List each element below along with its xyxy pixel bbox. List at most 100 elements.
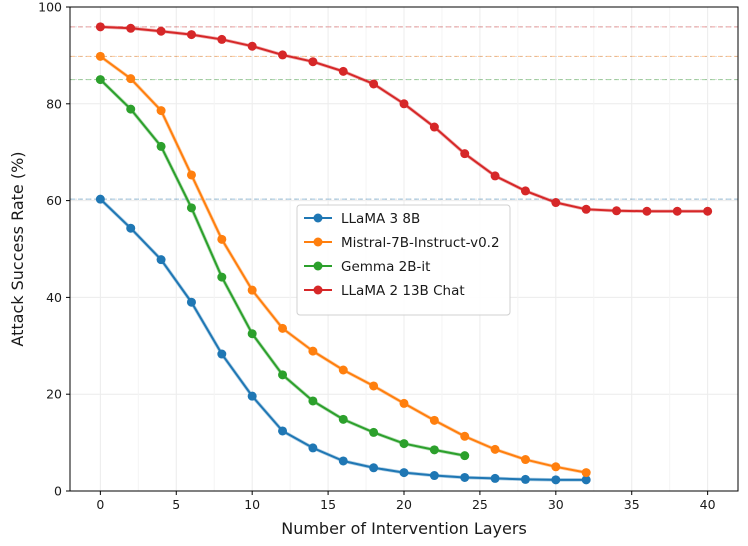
- data-point: [126, 74, 136, 84]
- data-point: [338, 66, 348, 76]
- data-point: [126, 223, 136, 233]
- data-point: [520, 186, 530, 196]
- data-point: [247, 41, 257, 51]
- data-point: [338, 365, 348, 375]
- data-point: [703, 206, 713, 216]
- data-point: [551, 198, 561, 208]
- series-mistral-7b-instruct-v0-2: [95, 51, 591, 478]
- data-point: [247, 391, 257, 401]
- data-point: [186, 297, 196, 307]
- x-tick-label: 35: [624, 497, 640, 512]
- legend-label: LLaMA 2 13B Chat: [341, 283, 465, 299]
- x-tick-label: 10: [244, 497, 260, 512]
- data-point: [520, 455, 530, 465]
- series-llama-2-13b-chat: [95, 22, 713, 216]
- series-gemma-2b-it: [95, 75, 470, 461]
- data-point: [308, 443, 318, 453]
- x-tick-label: 5: [172, 497, 180, 512]
- data-point: [217, 234, 227, 244]
- series-llama-3-8b: [95, 194, 591, 485]
- legend-item: Mistral-7B-Instruct-v0.2: [304, 235, 500, 251]
- x-axis-label: Number of Intervention Layers: [281, 519, 527, 538]
- data-point: [156, 26, 166, 36]
- legend: LLaMA 3 8B Mistral-7B-Instruct-v0.2 Gemma …: [296, 204, 511, 316]
- x-tick-label: 0: [96, 497, 104, 512]
- data-point: [156, 255, 166, 265]
- x-tick-label: 20: [396, 497, 412, 512]
- legend-box: [296, 204, 511, 316]
- data-point: [126, 104, 136, 114]
- data-point: [551, 475, 561, 485]
- y-axis-ticks: 0 20 40 60 80 100: [38, 0, 70, 499]
- y-tick-label: 40: [46, 290, 62, 305]
- x-tick-label: 25: [472, 497, 488, 512]
- data-point: [490, 171, 500, 181]
- data-point: [338, 414, 348, 424]
- series-layer: [95, 22, 713, 485]
- data-point: [95, 194, 105, 204]
- data-point: [186, 203, 196, 213]
- y-tick-label: 100: [38, 0, 62, 15]
- legend-label: Gemma 2B-it: [341, 259, 430, 275]
- x-axis-ticks: 0 5 10 15 20 25 30 35 40: [96, 491, 716, 512]
- data-point: [581, 468, 591, 478]
- data-point: [278, 50, 288, 60]
- data-point: [642, 206, 652, 216]
- data-point: [369, 427, 379, 437]
- baseline-lines: [70, 26, 738, 200]
- data-point: [156, 106, 166, 116]
- data-point: [460, 451, 470, 461]
- data-point: [490, 444, 500, 454]
- x-tick-label: 30: [548, 497, 564, 512]
- data-point: [460, 431, 470, 441]
- data-point: [399, 398, 409, 408]
- y-axis-label: Attack Success Rate (%): [8, 151, 27, 346]
- x-tick-label: 15: [320, 497, 336, 512]
- data-point: [460, 472, 470, 482]
- data-point: [247, 285, 257, 295]
- data-point: [581, 475, 591, 485]
- data-point: [551, 462, 561, 472]
- data-point: [308, 57, 318, 67]
- legend-label: LLaMA 3 8B: [341, 211, 420, 227]
- data-point: [490, 473, 500, 483]
- y-tick-label: 0: [54, 484, 62, 499]
- data-point: [186, 170, 196, 180]
- data-point: [429, 415, 439, 425]
- data-point: [186, 30, 196, 40]
- y-tick-label: 80: [46, 96, 62, 111]
- data-point: [581, 204, 591, 214]
- data-point: [278, 370, 288, 380]
- data-point: [126, 23, 136, 33]
- legend-swatch-marker: [313, 213, 323, 223]
- data-point: [369, 463, 379, 473]
- legend-swatch-marker: [313, 237, 323, 247]
- data-point: [308, 396, 318, 406]
- data-point: [278, 323, 288, 333]
- data-point: [247, 329, 257, 339]
- data-point: [217, 349, 227, 359]
- data-point: [217, 34, 227, 44]
- legend-swatch-marker: [313, 285, 323, 295]
- data-point: [369, 381, 379, 391]
- legend-item: LLaMA 2 13B Chat: [304, 283, 465, 299]
- data-point: [338, 456, 348, 466]
- data-point: [217, 272, 227, 282]
- legend-item: Gemma 2B-it: [304, 259, 430, 275]
- data-point: [429, 445, 439, 455]
- data-point: [369, 79, 379, 89]
- data-point: [278, 426, 288, 436]
- y-tick-label: 60: [46, 193, 62, 208]
- data-point: [399, 439, 409, 449]
- data-point: [95, 22, 105, 32]
- data-point: [308, 346, 318, 356]
- data-point: [399, 99, 409, 109]
- legend-item: LLaMA 3 8B: [304, 211, 420, 227]
- x-tick-label: 40: [700, 497, 716, 512]
- legend-label: Mistral-7B-Instruct-v0.2: [341, 235, 500, 251]
- legend-swatch-marker: [313, 261, 323, 271]
- data-point: [399, 468, 409, 478]
- data-point: [95, 75, 105, 85]
- data-point: [612, 206, 622, 216]
